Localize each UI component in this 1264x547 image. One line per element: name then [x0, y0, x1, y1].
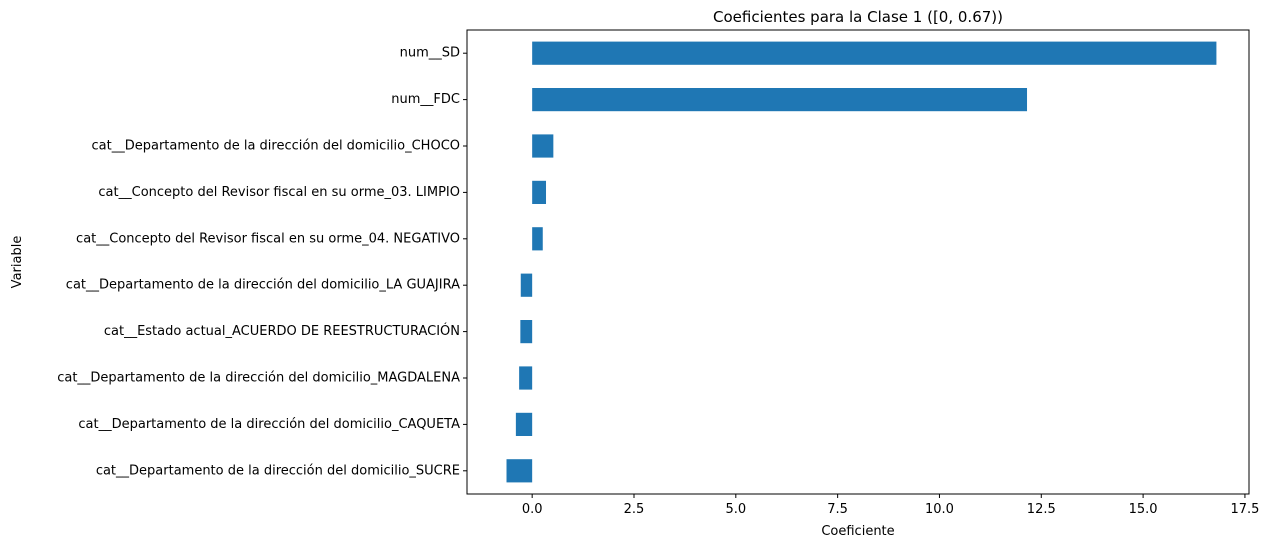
x-tick-label: 12.5 — [1027, 502, 1056, 517]
bar-0 — [532, 41, 1217, 65]
bar-4 — [532, 227, 543, 251]
bars-layer — [506, 41, 1217, 483]
y-tick-label: cat__Departamento de la dirección del do… — [66, 278, 460, 293]
y-axis-title: Variable — [10, 236, 25, 289]
bar-9 — [506, 459, 533, 483]
y-tick-label: cat__Departamento de la dirección del do… — [57, 371, 460, 386]
y-tick-label: cat__Concepto del Revisor fiscal en su o… — [76, 231, 460, 246]
bar-5 — [520, 273, 533, 297]
y-tick-label: cat__Departamento de la dirección del do… — [92, 139, 460, 154]
bar-3 — [532, 180, 547, 204]
bar-8 — [515, 412, 533, 436]
ticks-layer: num__SD num__FDC cat__Departamento de la d… — [57, 46, 1259, 517]
x-tick-label: 5.0 — [725, 502, 746, 517]
bar-6 — [520, 320, 533, 344]
x-axis-title: Coeficiente — [821, 524, 894, 539]
y-tick-label: cat__Departamento de la dirección del do… — [96, 463, 460, 478]
y-tick-label: num__SD — [400, 46, 460, 61]
y-tick-label: cat__Estado actual_ACUERDO DE REESTRUCTU… — [104, 323, 460, 339]
x-tick-label: 15.0 — [1129, 502, 1158, 517]
x-tick-label: 2.5 — [624, 502, 645, 517]
x-tick-label: 7.5 — [827, 502, 848, 517]
x-tick-label: 0.0 — [522, 502, 543, 517]
y-tick-label: cat__Departamento de la dirección del do… — [78, 417, 460, 432]
x-tick-label: 17.5 — [1230, 502, 1259, 517]
chart-title: Coeficientes para la Clase 1 ([0, 0.67)) — [713, 8, 1003, 26]
y-tick-label: num__FDC — [391, 92, 460, 107]
bar-2 — [532, 134, 554, 158]
x-tick-label: 10.0 — [925, 502, 954, 517]
y-tick-label: cat__Concepto del Revisor fiscal en su o… — [98, 185, 460, 200]
bar-1 — [532, 88, 1028, 112]
plot-frame — [466, 29, 1250, 495]
bar-7 — [519, 366, 533, 390]
